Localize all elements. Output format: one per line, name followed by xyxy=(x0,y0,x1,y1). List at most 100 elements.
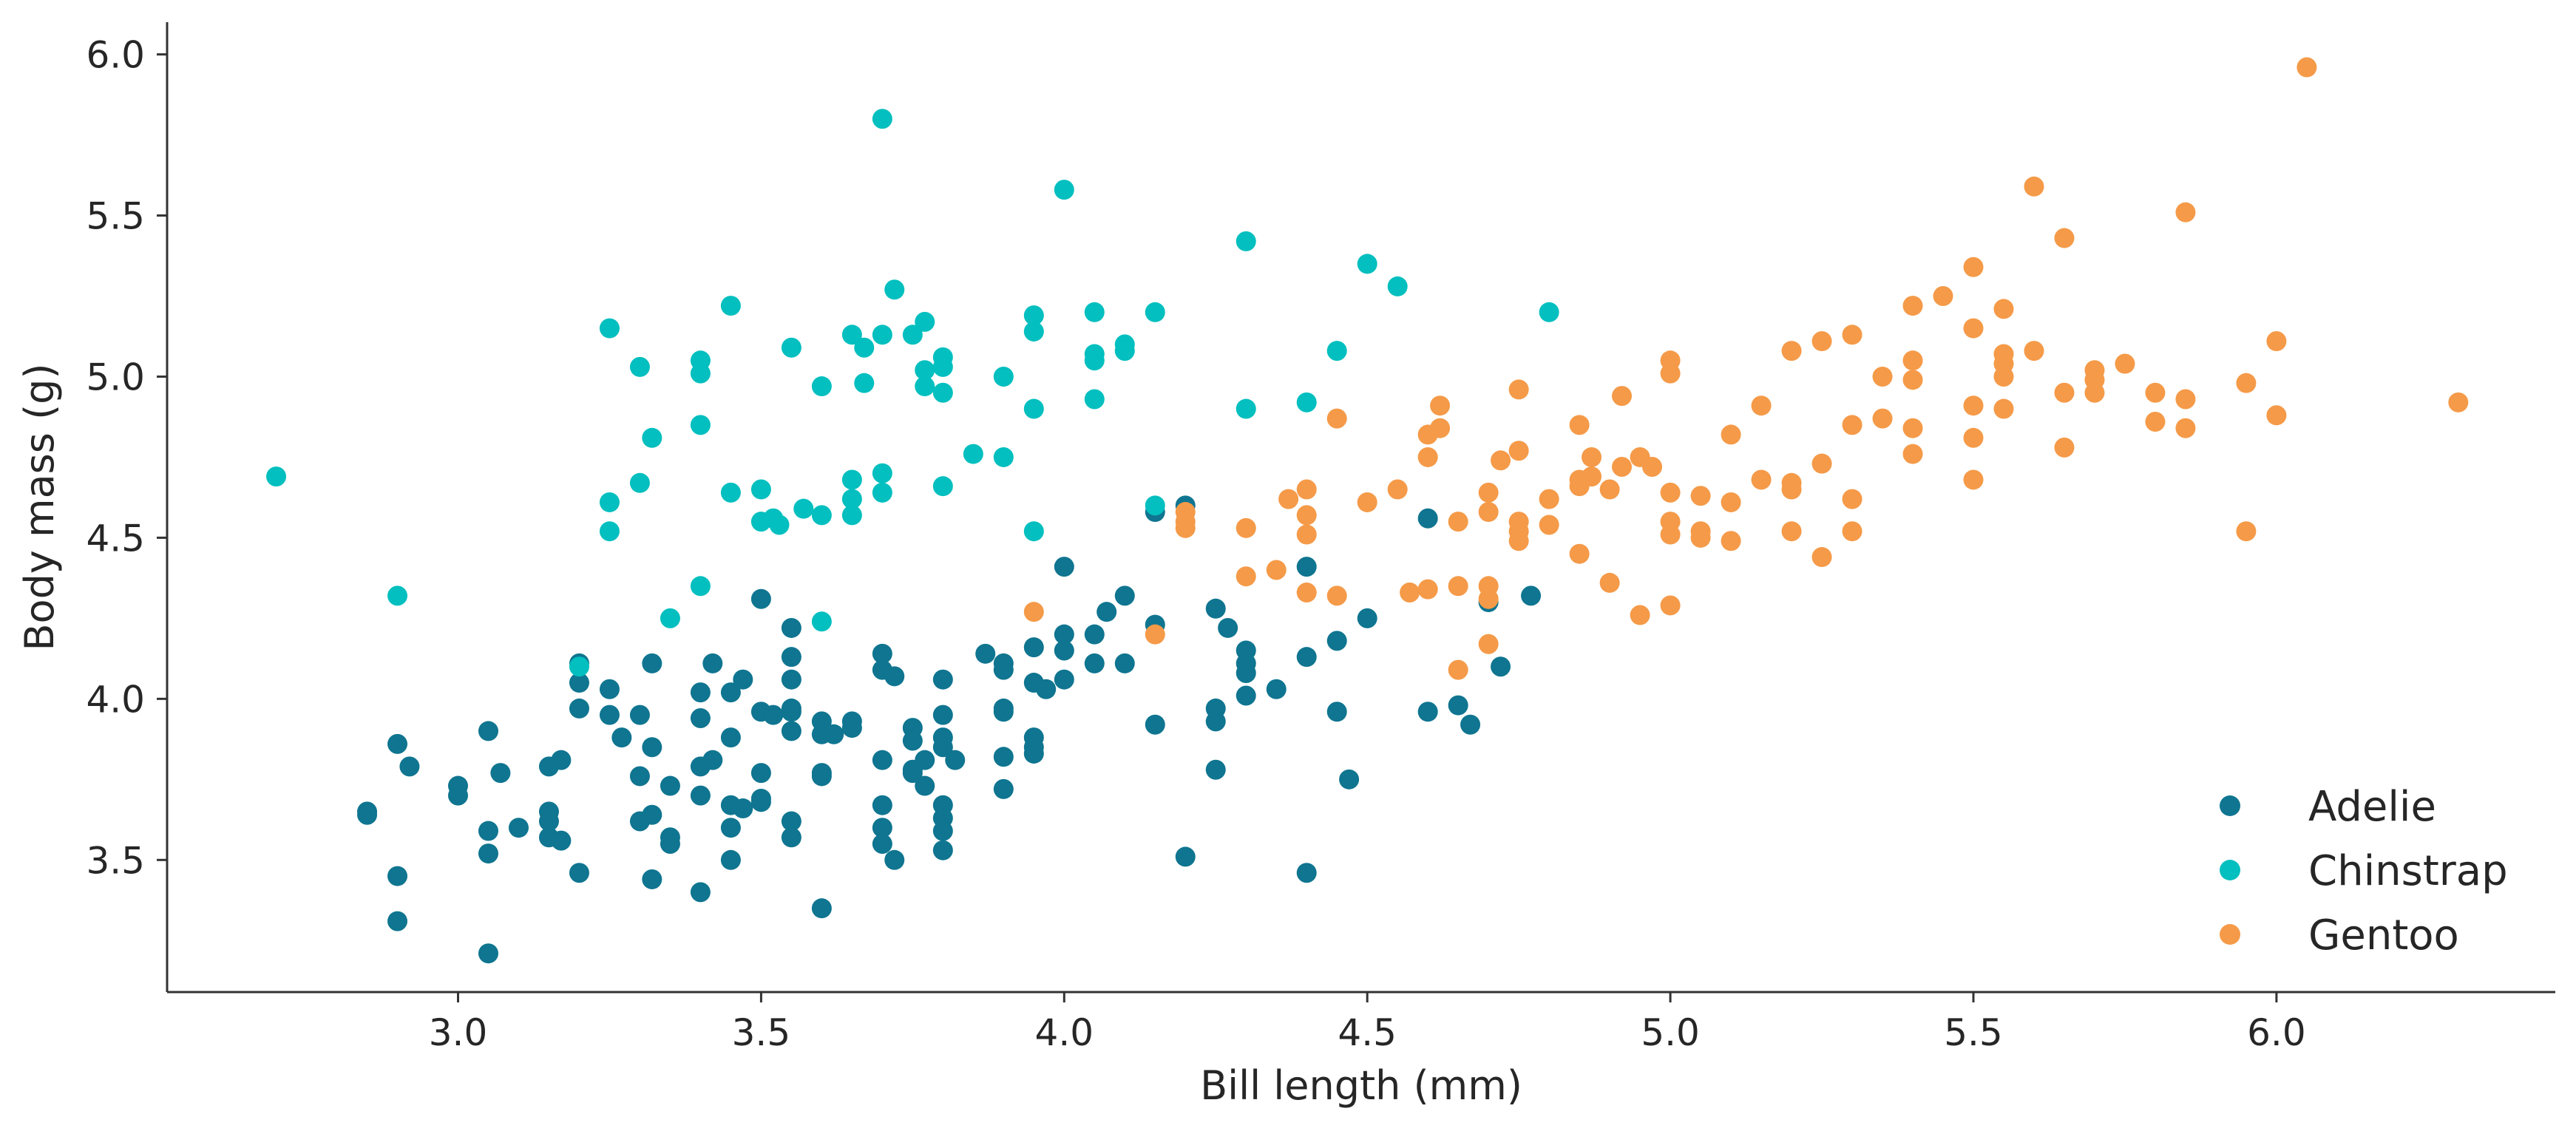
series-gentoo xyxy=(1023,57,2469,680)
point-adelie xyxy=(1417,508,1438,529)
point-gentoo xyxy=(1690,486,1711,506)
point-gentoo xyxy=(1811,331,1832,352)
x-tick-label: 5.0 xyxy=(1641,1011,1700,1054)
point-chinstrap xyxy=(1236,231,1256,251)
point-adelie xyxy=(642,804,662,825)
point-adelie xyxy=(824,724,844,744)
data-points xyxy=(266,57,2469,964)
point-adelie xyxy=(1205,711,1226,732)
point-gentoo xyxy=(2297,57,2317,78)
point-adelie xyxy=(1460,714,1481,735)
y-tick-label: 6.0 xyxy=(86,34,145,77)
point-adelie xyxy=(629,704,650,725)
point-gentoo xyxy=(1933,285,1953,306)
point-chinstrap xyxy=(387,585,408,606)
point-chinstrap xyxy=(811,505,832,526)
point-gentoo xyxy=(1175,517,1196,538)
point-adelie xyxy=(993,702,1014,722)
point-gentoo xyxy=(1569,543,1590,564)
point-chinstrap xyxy=(1084,350,1105,371)
point-chinstrap xyxy=(993,447,1014,467)
point-gentoo xyxy=(1660,363,1681,384)
point-chinstrap xyxy=(963,444,983,464)
point-adelie xyxy=(387,866,408,886)
point-adelie xyxy=(720,727,741,748)
legend-marker-adelie xyxy=(2220,795,2240,816)
point-adelie xyxy=(551,830,572,851)
point-adelie xyxy=(1023,637,1044,658)
point-gentoo xyxy=(2024,341,2044,361)
point-chinstrap xyxy=(1084,302,1105,322)
point-gentoo xyxy=(1993,398,2014,419)
point-adelie xyxy=(993,659,1014,680)
point-chinstrap xyxy=(599,492,620,512)
point-adelie xyxy=(690,708,711,729)
point-gentoo xyxy=(1448,576,1468,597)
point-chinstrap xyxy=(902,325,923,345)
point-adelie xyxy=(872,818,892,838)
point-adelie xyxy=(551,750,572,770)
point-chinstrap xyxy=(811,376,832,397)
point-adelie xyxy=(975,643,996,664)
point-adelie xyxy=(932,840,953,860)
point-adelie xyxy=(1114,653,1135,673)
point-gentoo xyxy=(1569,415,1590,435)
point-adelie xyxy=(569,863,589,883)
point-chinstrap xyxy=(1054,180,1074,200)
point-adelie xyxy=(642,869,662,889)
point-chinstrap xyxy=(841,489,862,509)
point-adelie xyxy=(872,795,892,815)
point-chinstrap xyxy=(599,318,620,339)
x-tick-label: 6.0 xyxy=(2247,1011,2306,1054)
point-chinstrap xyxy=(690,415,711,435)
point-gentoo xyxy=(1781,521,1802,542)
point-chinstrap xyxy=(872,482,892,503)
point-chinstrap xyxy=(1114,341,1135,361)
point-chinstrap xyxy=(1357,254,1377,274)
point-adelie xyxy=(902,763,923,784)
point-gentoo xyxy=(1660,524,1681,545)
point-gentoo xyxy=(2448,392,2469,412)
point-adelie xyxy=(1339,769,1360,790)
point-adelie xyxy=(811,898,832,919)
point-gentoo xyxy=(2054,228,2075,248)
point-chinstrap xyxy=(872,463,892,483)
point-chinstrap xyxy=(1539,302,1559,322)
point-adelie xyxy=(1175,846,1196,867)
point-adelie xyxy=(1266,679,1287,699)
point-chinstrap xyxy=(1023,321,1044,342)
point-adelie xyxy=(702,653,723,673)
point-adelie xyxy=(781,827,801,848)
point-adelie xyxy=(1357,608,1377,628)
point-adelie xyxy=(599,679,620,699)
point-gentoo xyxy=(1721,531,1741,551)
point-adelie xyxy=(781,721,801,741)
point-gentoo xyxy=(1842,415,1862,435)
point-adelie xyxy=(1205,598,1226,619)
point-chinstrap xyxy=(932,382,953,403)
point-adelie xyxy=(1296,863,1317,883)
point-adelie xyxy=(1491,656,1511,677)
point-adelie xyxy=(1023,743,1044,764)
series-chinstrap xyxy=(266,109,1559,677)
point-gentoo xyxy=(1963,469,1984,490)
point-gentoo xyxy=(1278,489,1299,509)
point-adelie xyxy=(733,798,753,819)
point-gentoo xyxy=(1963,257,1984,277)
point-gentoo xyxy=(1902,444,1923,464)
x-tick-label: 3.0 xyxy=(429,1011,488,1054)
point-chinstrap xyxy=(266,466,287,487)
point-chinstrap xyxy=(1023,398,1044,419)
point-chinstrap xyxy=(872,325,892,345)
point-chinstrap xyxy=(642,427,662,448)
point-adelie xyxy=(720,818,741,838)
point-gentoo xyxy=(1387,479,1408,500)
legend: Adelie Chinstrap Gentoo xyxy=(2220,783,2508,960)
point-chinstrap xyxy=(884,279,905,300)
point-gentoo xyxy=(1902,350,1923,371)
point-adelie xyxy=(1417,702,1438,722)
point-gentoo xyxy=(1902,370,1923,390)
point-adelie xyxy=(1054,557,1074,577)
point-gentoo xyxy=(1781,341,1802,361)
